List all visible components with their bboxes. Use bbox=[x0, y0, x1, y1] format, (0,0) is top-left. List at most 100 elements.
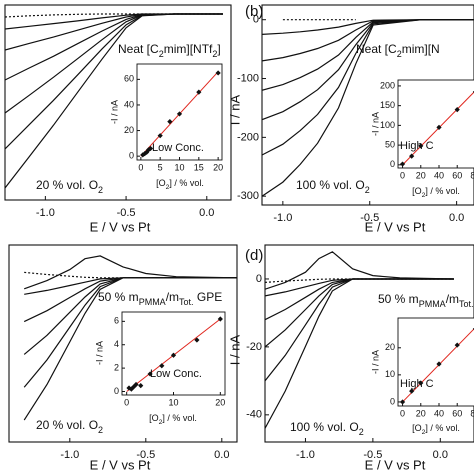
annotation: Low Conc. bbox=[150, 368, 202, 380]
plot-area bbox=[262, 19, 474, 197]
text-part: 20 % vol. O bbox=[36, 418, 98, 432]
data-point bbox=[167, 119, 173, 125]
x-tick-label: 10 bbox=[174, 162, 184, 172]
annotation: 20 % vol. O2 bbox=[36, 418, 103, 435]
y-tick-label: -100 bbox=[237, 72, 259, 84]
y-tick-label: 100 bbox=[380, 120, 395, 130]
annotation: 100 % vol. O2 bbox=[296, 178, 370, 195]
text-part: mim][NTf bbox=[164, 42, 213, 56]
data-point bbox=[418, 143, 424, 149]
text-part: [O bbox=[149, 413, 159, 423]
x-tick-label: 0.0 bbox=[433, 449, 448, 461]
text-part: GPE bbox=[194, 290, 223, 304]
cv-curve bbox=[24, 271, 237, 279]
x-tick-label: -0.5 bbox=[136, 449, 155, 461]
plot-frame bbox=[397, 79, 474, 169]
annotation: Low Conc. bbox=[152, 142, 204, 154]
data-point bbox=[133, 381, 139, 388]
x-tick-label: 20 bbox=[416, 408, 426, 418]
x-tick-label: 0.0 bbox=[199, 207, 214, 219]
x-tick-label: 40 bbox=[434, 170, 444, 180]
data-point bbox=[217, 316, 223, 322]
y-tick-label: 10 bbox=[385, 369, 395, 379]
y-tick-label: 4 bbox=[114, 339, 119, 349]
y-tick-label: 0 bbox=[390, 396, 395, 406]
text-part: 2 bbox=[159, 49, 164, 59]
cv-curve bbox=[5, 13, 223, 189]
y-tick-label: 0 bbox=[390, 159, 395, 169]
x-axis-label: E / V vs Pt bbox=[90, 219, 151, 234]
text-part: Tot. bbox=[459, 299, 474, 309]
text-part: 2 bbox=[422, 429, 426, 436]
text-part: Tot. bbox=[179, 297, 194, 307]
text-part: PMMA bbox=[419, 299, 446, 309]
text-part: ] / % vol. bbox=[162, 413, 197, 423]
annotation: 50 % mPMMA/mTot. GPE bbox=[98, 290, 222, 307]
cv-curve bbox=[265, 278, 454, 429]
text-part: Neat [C bbox=[356, 42, 397, 56]
x-tick-label: -1.0 bbox=[60, 449, 79, 461]
x-tick-label: 20 bbox=[213, 162, 223, 172]
cv-curve bbox=[23, 277, 237, 421]
text-part: 2 bbox=[365, 185, 370, 195]
text-part: 2 bbox=[98, 185, 103, 195]
x-tick-label: -0.5 bbox=[360, 212, 379, 224]
x-tick-label: 0 bbox=[138, 162, 143, 172]
data-point bbox=[436, 361, 442, 367]
annotation: 100 % vol. O2 bbox=[290, 420, 364, 437]
plot-area bbox=[399, 90, 474, 167]
x-axis-label: E / V vs Pt bbox=[365, 457, 426, 472]
plot-frame bbox=[397, 317, 474, 407]
text-part: High C bbox=[400, 378, 434, 390]
text-part: /m bbox=[446, 292, 459, 306]
panel: 0 5 10 15 20 0 20 40 60 [O2] / % vol. -I / nA Low C… bbox=[109, 63, 223, 191]
text-part: 2 bbox=[159, 419, 163, 426]
y-tick-label: 0 bbox=[253, 14, 259, 26]
cv-curve bbox=[5, 13, 223, 18]
text-part: mim][N bbox=[402, 42, 440, 56]
annotation: Neat [C2mim][N bbox=[356, 42, 440, 59]
text-part: 2 bbox=[397, 49, 402, 59]
x-tick-label: 20 bbox=[416, 170, 426, 180]
data-point bbox=[147, 371, 153, 377]
text-part: Low Conc. bbox=[150, 368, 202, 380]
annotation: High C bbox=[400, 378, 434, 390]
x-tick-label: 0.0 bbox=[214, 449, 229, 461]
data-point bbox=[128, 386, 134, 392]
y-tick-label: 0 bbox=[129, 151, 134, 161]
x-tick-label: -0.5 bbox=[363, 449, 382, 461]
x-tick-label: 0 bbox=[400, 170, 405, 180]
text-part: 50 % m bbox=[378, 292, 419, 306]
annotation: [O2] / % vol. bbox=[412, 186, 460, 199]
x-tick-label: 80 bbox=[470, 170, 474, 180]
x-tick-label: 20 bbox=[215, 397, 225, 407]
annotation: [O2] / % vol. bbox=[149, 413, 197, 426]
plot-area bbox=[399, 327, 474, 405]
plot-area bbox=[265, 251, 454, 429]
plot-area bbox=[5, 13, 223, 189]
plot-area bbox=[126, 316, 223, 392]
y-tick-label: 200 bbox=[380, 80, 395, 90]
y-tick-label: 20 bbox=[385, 342, 395, 352]
x-tick-label: 10 bbox=[168, 397, 178, 407]
x-tick-label: -0.5 bbox=[117, 207, 136, 219]
data-point bbox=[157, 133, 163, 139]
data-point bbox=[170, 352, 177, 358]
text-part: 20 % vol. O bbox=[36, 178, 98, 192]
text-part: 2 bbox=[359, 427, 364, 437]
y-axis-label: I / nA bbox=[227, 335, 242, 366]
data-point bbox=[399, 399, 406, 405]
data-point bbox=[454, 106, 460, 113]
y-tick-label: 150 bbox=[380, 100, 395, 110]
data-point bbox=[196, 89, 202, 95]
plot-area bbox=[23, 255, 237, 421]
text-part: 2 bbox=[98, 425, 103, 435]
data-point bbox=[159, 363, 165, 369]
text-part: PMMA bbox=[139, 297, 166, 307]
text-part: Neat [C bbox=[118, 42, 159, 56]
text-part: Low Conc. bbox=[152, 142, 204, 154]
annotation: [O2] / % vol. bbox=[156, 178, 204, 191]
plot-area bbox=[140, 70, 221, 158]
